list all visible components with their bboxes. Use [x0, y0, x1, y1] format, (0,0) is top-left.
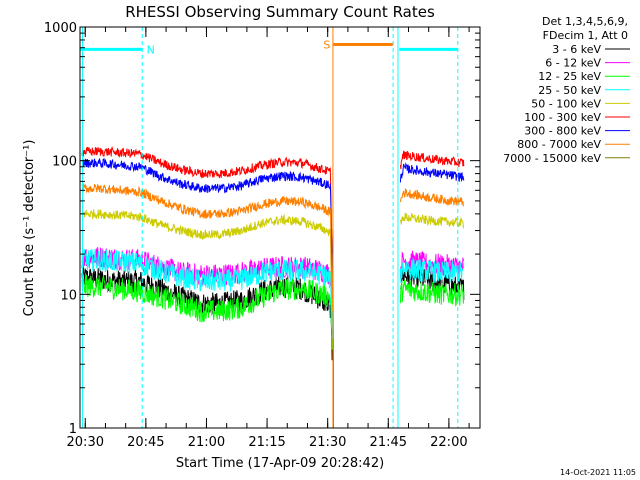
x-tick-label-4: 21:30 — [309, 435, 346, 450]
footer-timestamp: 14-Oct-2021 11:05 — [560, 468, 636, 477]
flag-label-0: N — [147, 43, 155, 56]
chart-title: RHESSI Observing Summary Count Rates — [125, 3, 435, 21]
series-trace-4-segment-1 — [399, 212, 465, 229]
legend-label-4: 50 - 100 keV — [531, 97, 601, 110]
legend-label-3: 25 - 50 keV — [538, 84, 601, 97]
x-tick-label-0: 20:30 — [67, 435, 104, 450]
series-trace-6-segment-0 — [81, 157, 333, 274]
legend-label-0: 3 - 6 keV — [552, 43, 601, 56]
series-trace-5-segment-0 — [81, 146, 333, 270]
legend-label-7: 800 - 7000 keV — [517, 138, 601, 151]
series-trace-3-segment-1 — [399, 258, 465, 284]
legend-label-8: 7000 - 15000 keV — [503, 152, 601, 165]
x-tick-label-1: 20:45 — [127, 435, 164, 450]
y-axis-label: Count Rate (s⁻¹ detector⁻¹) — [22, 140, 37, 317]
series-trace-0-segment-1 — [399, 264, 465, 300]
series-trace-6-segment-1 — [399, 162, 465, 183]
y-tick-label-2: 100 — [52, 155, 77, 170]
series-trace-3-segment-0 — [81, 248, 333, 329]
legend-label-1: 6 - 12 keV — [545, 57, 601, 70]
x-tick-label-6: 22:00 — [430, 435, 467, 450]
plot-frame — [79, 26, 481, 429]
series-trace-7-segment-1 — [399, 188, 465, 207]
y-tick-label-3: 1000 — [44, 21, 77, 36]
y-tick-label-0: 1 — [69, 422, 77, 437]
series-trace-5-segment-1 — [399, 150, 465, 170]
legend-label-6: 300 - 800 keV — [524, 125, 601, 138]
y-tick-label-1: 10 — [60, 288, 77, 303]
x-tick-label-5: 21:45 — [370, 435, 407, 450]
series-trace-7-segment-0 — [81, 182, 333, 293]
x-tick-label-3: 21:15 — [248, 435, 285, 450]
x-axis-label: Start Time (17-Apr-09 20:28:42) — [176, 456, 384, 471]
series-trace-4-segment-0 — [81, 209, 333, 312]
x-tick-label-2: 21:00 — [188, 435, 225, 450]
flag-label-1: S — [323, 38, 330, 51]
series-trace-2-segment-0 — [81, 274, 333, 345]
legend-label-2: 12 - 25 keV — [538, 70, 601, 83]
series-trace-2-segment-1 — [399, 279, 465, 308]
legend-label-5: 100 - 300 keV — [524, 111, 601, 124]
legend-header-line-2: FDecim 1, Att 0 — [543, 29, 628, 42]
legend-header-line-1: Det 1,3,4,5,6,9, — [542, 15, 628, 28]
